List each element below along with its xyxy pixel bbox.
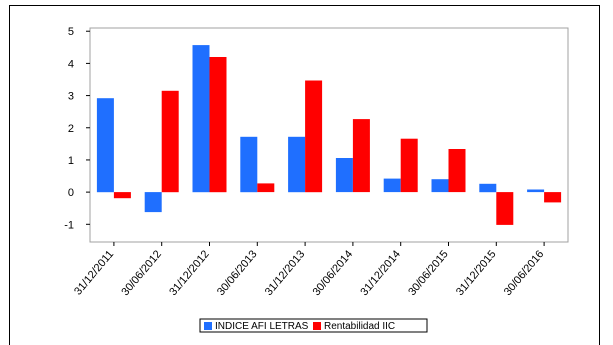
bar-indice-afi-letras — [527, 189, 545, 193]
x-tick-label: 30/06/2012 — [119, 248, 164, 298]
bar-indice-afi-letras — [335, 158, 353, 193]
legend-swatch — [204, 322, 212, 330]
y-tick-label: 2 — [68, 123, 74, 135]
x-tick-label: 31/12/2014 — [358, 248, 403, 298]
bars — [96, 45, 562, 225]
legend: INDICE AFI LETRAS Rentabilidad IIC — [199, 318, 428, 333]
y-tick-label: 1 — [68, 155, 74, 167]
legend-label: Rentabilidad IIC — [324, 321, 395, 332]
y-tick-label: 5 — [68, 26, 74, 38]
bar-indice-afi-letras — [240, 136, 258, 193]
bar-rentabilidad-iic — [161, 90, 179, 193]
bar-rentabilidad-iic — [400, 138, 418, 193]
legend-swatch — [313, 322, 321, 330]
x-axis: 31/12/2011 30/06/2012 31/12/2012 30/06/2013… — [72, 242, 546, 298]
x-tick-label: 31/12/2012 — [167, 248, 212, 298]
bar-rentabilidad-iic — [209, 57, 227, 193]
bar-indice-afi-letras — [383, 178, 401, 193]
legend-label: INDICE AFI LETRAS — [215, 321, 309, 332]
y-tick-label: 3 — [68, 91, 74, 103]
bar-rentabilidad-iic — [448, 149, 466, 193]
y-axis: 5 4 3 2 1 0 -1 — [64, 26, 90, 231]
bar-rentabilidad-iic — [305, 80, 323, 193]
bar-rentabilidad-iic — [544, 192, 562, 203]
y-tick-label: 4 — [68, 58, 74, 70]
bar-indice-afi-letras — [192, 45, 210, 193]
x-tick-label: 31/12/2011 — [72, 248, 116, 297]
bar-indice-afi-letras — [479, 183, 497, 193]
bar-rentabilidad-iic — [113, 192, 131, 199]
bar-indice-afi-letras — [288, 136, 306, 193]
bar-rentabilidad-iic — [352, 119, 370, 193]
x-tick-label: 30/06/2016 — [502, 248, 547, 298]
x-tick-label: 31/12/2013 — [263, 248, 308, 298]
x-tick-label: 30/06/2014 — [311, 248, 356, 298]
x-tick-label: 30/06/2015 — [406, 248, 451, 298]
bar-indice-afi-letras — [96, 98, 114, 193]
bar-indice-afi-letras — [431, 179, 449, 193]
bar-rentabilidad-iic — [257, 183, 275, 193]
bar-rentabilidad-iic — [496, 192, 514, 225]
y-tick-label: 0 — [68, 187, 74, 199]
y-tick-label: -1 — [64, 219, 74, 231]
bar-indice-afi-letras — [144, 192, 162, 213]
x-tick-label: 30/06/2013 — [215, 248, 260, 298]
x-tick-label: 31/12/2015 — [454, 248, 499, 298]
